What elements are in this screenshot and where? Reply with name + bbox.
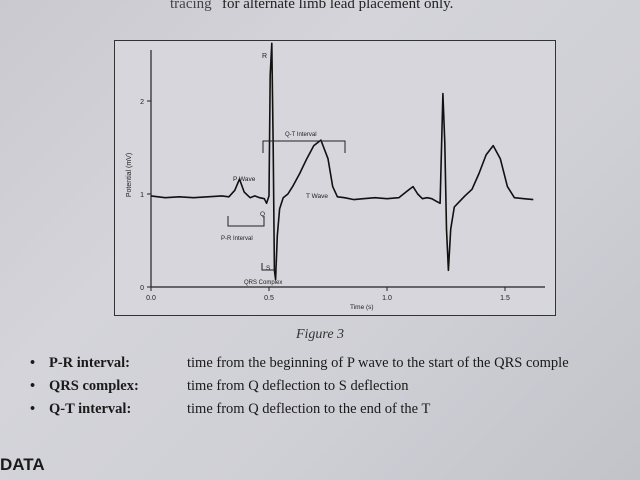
qt-interval-label: Q-T Interval bbox=[285, 132, 317, 138]
x-tick-label: 1.5 bbox=[500, 295, 510, 302]
pr-interval-bracket bbox=[227, 216, 265, 227]
y-tick-label: 2 bbox=[140, 99, 144, 106]
definition-term: P-R interval: bbox=[49, 355, 130, 371]
definition-text: time from Q deflection to S deflection bbox=[187, 378, 409, 394]
qt-interval-bracket bbox=[262, 140, 346, 153]
x-tick-label: 0.5 bbox=[264, 295, 274, 302]
r-label: R bbox=[262, 53, 267, 60]
bullet-icon: • bbox=[30, 378, 36, 394]
definition-term: Q-T interval: bbox=[49, 401, 132, 417]
definition-term: QRS complex: bbox=[49, 378, 139, 394]
s-label: S bbox=[266, 265, 271, 272]
header-line: for alternate limb lead placement only. bbox=[222, 0, 454, 12]
header-fragment: tracing bbox=[170, 0, 212, 12]
definition-text: time from the beginning of P wave to the… bbox=[187, 355, 569, 371]
pr-interval-label: P-R Interval bbox=[221, 236, 253, 242]
definition-item-qt: • Q-T interval: time from Q deflection t… bbox=[30, 401, 640, 424]
figure-frame bbox=[114, 40, 556, 316]
y-tick-label: 0 bbox=[140, 285, 144, 292]
definition-item-pr: • P-R interval: time from the beginning … bbox=[30, 355, 640, 378]
x-tick-label: 0.0 bbox=[146, 295, 156, 302]
bullet-icon: • bbox=[30, 355, 36, 371]
q-label: Q bbox=[260, 211, 265, 218]
definition-list: • P-R interval: time from the beginning … bbox=[30, 355, 640, 424]
qrs-complex-bracket bbox=[261, 263, 277, 271]
x-axis-label: Time (s) bbox=[350, 304, 374, 311]
p-wave-label: P Wave bbox=[233, 176, 256, 183]
y-tick-label: 1 bbox=[140, 192, 144, 199]
t-wave-label: T Wave bbox=[306, 193, 328, 200]
ecg-trace-line bbox=[150, 42, 534, 281]
x-tick-label: 1.0 bbox=[382, 295, 392, 302]
definition-text: time from Q deflection to the end of the… bbox=[187, 401, 431, 417]
bullet-icon: • bbox=[30, 401, 36, 417]
qrs-complex-label: QRS Complex bbox=[244, 280, 282, 286]
axis-ticks: 0.0 0.5 1.0 1.5 0 1 2 bbox=[140, 99, 510, 302]
y-axis-label: Potential (mV) bbox=[126, 153, 133, 197]
section-heading: DATA bbox=[0, 455, 45, 474]
figure-caption: Figure 3 bbox=[295, 327, 345, 342]
definition-item-qrs: • QRS complex: time from Q deflection to… bbox=[30, 378, 640, 401]
